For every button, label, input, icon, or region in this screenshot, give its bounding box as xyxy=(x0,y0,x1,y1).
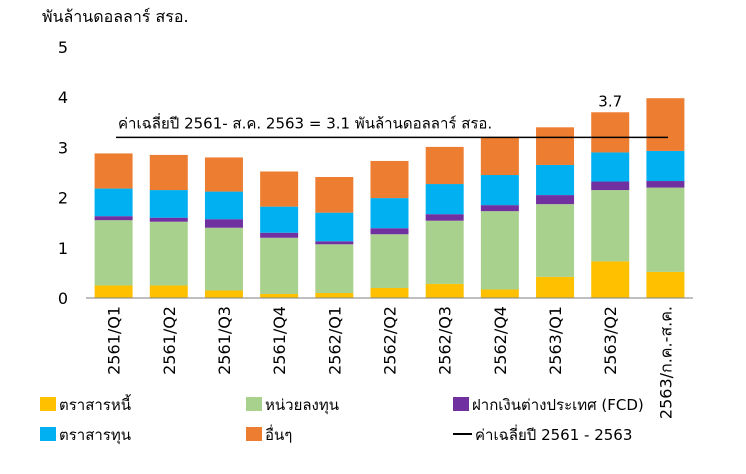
y-axis: 0 1 2 3 4 5 xyxy=(58,38,68,308)
bar-segment-2-1 xyxy=(149,217,188,222)
x-tick-label: 2563/ก.ค.-ส.ค. xyxy=(656,306,675,419)
bar-segment-4-0 xyxy=(94,153,133,189)
average-annotation: ค่าเฉลี่ยปี 2561- ส.ค. 2563 = 3.1 พันล้า… xyxy=(118,112,492,132)
legend: ตราสารหนี้ หน่วยลงทุน ฝากเงินต่างประเทศ (F… xyxy=(40,394,644,445)
x-tick-label: 2562/Q4 xyxy=(491,306,510,375)
bar-segment-0-3 xyxy=(260,293,299,298)
legend-label: ตราสารหนี้ xyxy=(59,394,131,414)
legend-label: ฝากเงินต่างประเทศ (FCD) xyxy=(472,396,644,414)
bar-segment-3-2 xyxy=(204,191,243,220)
bar-segment-4-5 xyxy=(370,160,409,199)
bar-segment-4-8 xyxy=(536,127,575,165)
legend-swatch xyxy=(40,397,56,411)
bar-segment-4-4 xyxy=(315,177,354,213)
bar-segment-1-4 xyxy=(315,244,354,293)
y-tick-label: 3 xyxy=(58,138,68,157)
x-tick-label: 2563/Q1 xyxy=(546,306,565,375)
bar-segment-4-7 xyxy=(480,137,519,176)
bar-segment-3-7 xyxy=(480,175,519,206)
x-tick-label: 2561/Q2 xyxy=(160,306,179,375)
x-tick-label: 2561/Q4 xyxy=(270,306,289,375)
legend-swatch xyxy=(246,427,262,441)
x-tick-label: 2562/Q2 xyxy=(381,306,400,375)
x-tick-label: 2562/Q3 xyxy=(436,306,455,375)
bar-segment-4-3 xyxy=(260,171,299,207)
bar-segment-2-4 xyxy=(315,241,354,245)
y-tick-label: 5 xyxy=(58,38,68,57)
bar-segment-0-9 xyxy=(591,261,630,298)
bar-segment-2-7 xyxy=(480,205,519,212)
legend-label: ค่าเฉลี่ยปี 2561 - 2563 xyxy=(475,424,632,444)
bar-segment-0-6 xyxy=(425,283,464,298)
legend-swatch xyxy=(246,397,262,411)
bar-segment-0-1 xyxy=(149,285,188,298)
x-tick-label: 2563/Q2 xyxy=(601,306,620,375)
bar-segment-4-2 xyxy=(204,157,243,192)
bar-segment-3-8 xyxy=(536,164,575,196)
x-axis-labels: 2561/Q1 2561/Q2 2561/Q3 2561/Q4 2562/Q1 2562/… xyxy=(105,306,676,419)
bar-segment-3-1 xyxy=(149,190,188,218)
bar-segment-3-0 xyxy=(94,188,133,217)
bar-segment-0-7 xyxy=(480,289,519,298)
legend-label: หน่วยลงทุน xyxy=(265,396,339,415)
bar-segment-4-9 xyxy=(591,112,630,153)
y-tick-label: 4 xyxy=(58,88,68,107)
bar-segment-4-6 xyxy=(425,146,464,185)
bar-segment-2-6 xyxy=(425,214,464,221)
legend-swatch xyxy=(40,427,56,441)
bar-segment-4-10 xyxy=(646,98,685,151)
bar-segment-1-7 xyxy=(480,211,519,290)
legend-swatch xyxy=(453,397,469,411)
bar-segment-2-3 xyxy=(260,232,299,238)
bar-segment-3-3 xyxy=(260,206,299,233)
bar-segment-1-0 xyxy=(94,220,133,286)
bar-segment-3-9 xyxy=(591,152,630,182)
bar-segment-0-10 xyxy=(646,271,685,298)
y-tick-label: 2 xyxy=(58,189,68,208)
bar-segment-4-1 xyxy=(149,154,188,191)
bar-segment-0-0 xyxy=(94,285,133,298)
bar-segment-2-8 xyxy=(536,195,575,205)
bar-segment-1-3 xyxy=(260,237,299,294)
unit-label: พันล้านดอลลาร์ สรอ. xyxy=(42,7,189,26)
bar-segment-1-8 xyxy=(536,204,575,277)
bar-segment-3-4 xyxy=(315,212,354,242)
legend-label: ตราสารทุน xyxy=(59,426,131,445)
x-tick-label: 2562/Q1 xyxy=(325,306,344,375)
bar-segment-1-10 xyxy=(646,187,685,272)
bar-segment-2-0 xyxy=(94,216,133,221)
bar-segment-1-6 xyxy=(425,220,464,284)
bar-segment-2-10 xyxy=(646,181,685,188)
legend-label: อื่นๆ xyxy=(265,424,292,444)
bar-segment-2-9 xyxy=(591,181,630,191)
bar-segment-2-5 xyxy=(370,228,409,235)
bar-segment-1-9 xyxy=(591,190,630,262)
bar-segment-0-4 xyxy=(315,292,354,298)
bar-segment-0-5 xyxy=(370,287,409,298)
y-tick-label: 0 xyxy=(58,289,68,308)
bar-segment-3-6 xyxy=(425,184,464,215)
bar-segment-0-2 xyxy=(204,290,243,298)
y-tick-label: 1 xyxy=(58,239,68,258)
bar-segment-2-2 xyxy=(204,219,243,228)
average-line-group: ค่าเฉลี่ยปี 2561- ส.ค. 2563 = 3.1 พันล้า… xyxy=(116,112,668,139)
x-tick-label: 2561/Q1 xyxy=(105,306,124,375)
bar-segment-3-5 xyxy=(370,198,409,229)
bar-segment-3-10 xyxy=(646,150,685,182)
bars xyxy=(94,98,685,298)
bar-segment-0-8 xyxy=(536,276,575,298)
bar-segment-1-5 xyxy=(370,234,409,288)
bar-segment-1-1 xyxy=(149,221,188,286)
bar-segment-1-2 xyxy=(204,227,243,291)
top-value-label: 3.7 xyxy=(598,92,622,110)
x-tick-label: 2561/Q3 xyxy=(215,306,234,375)
